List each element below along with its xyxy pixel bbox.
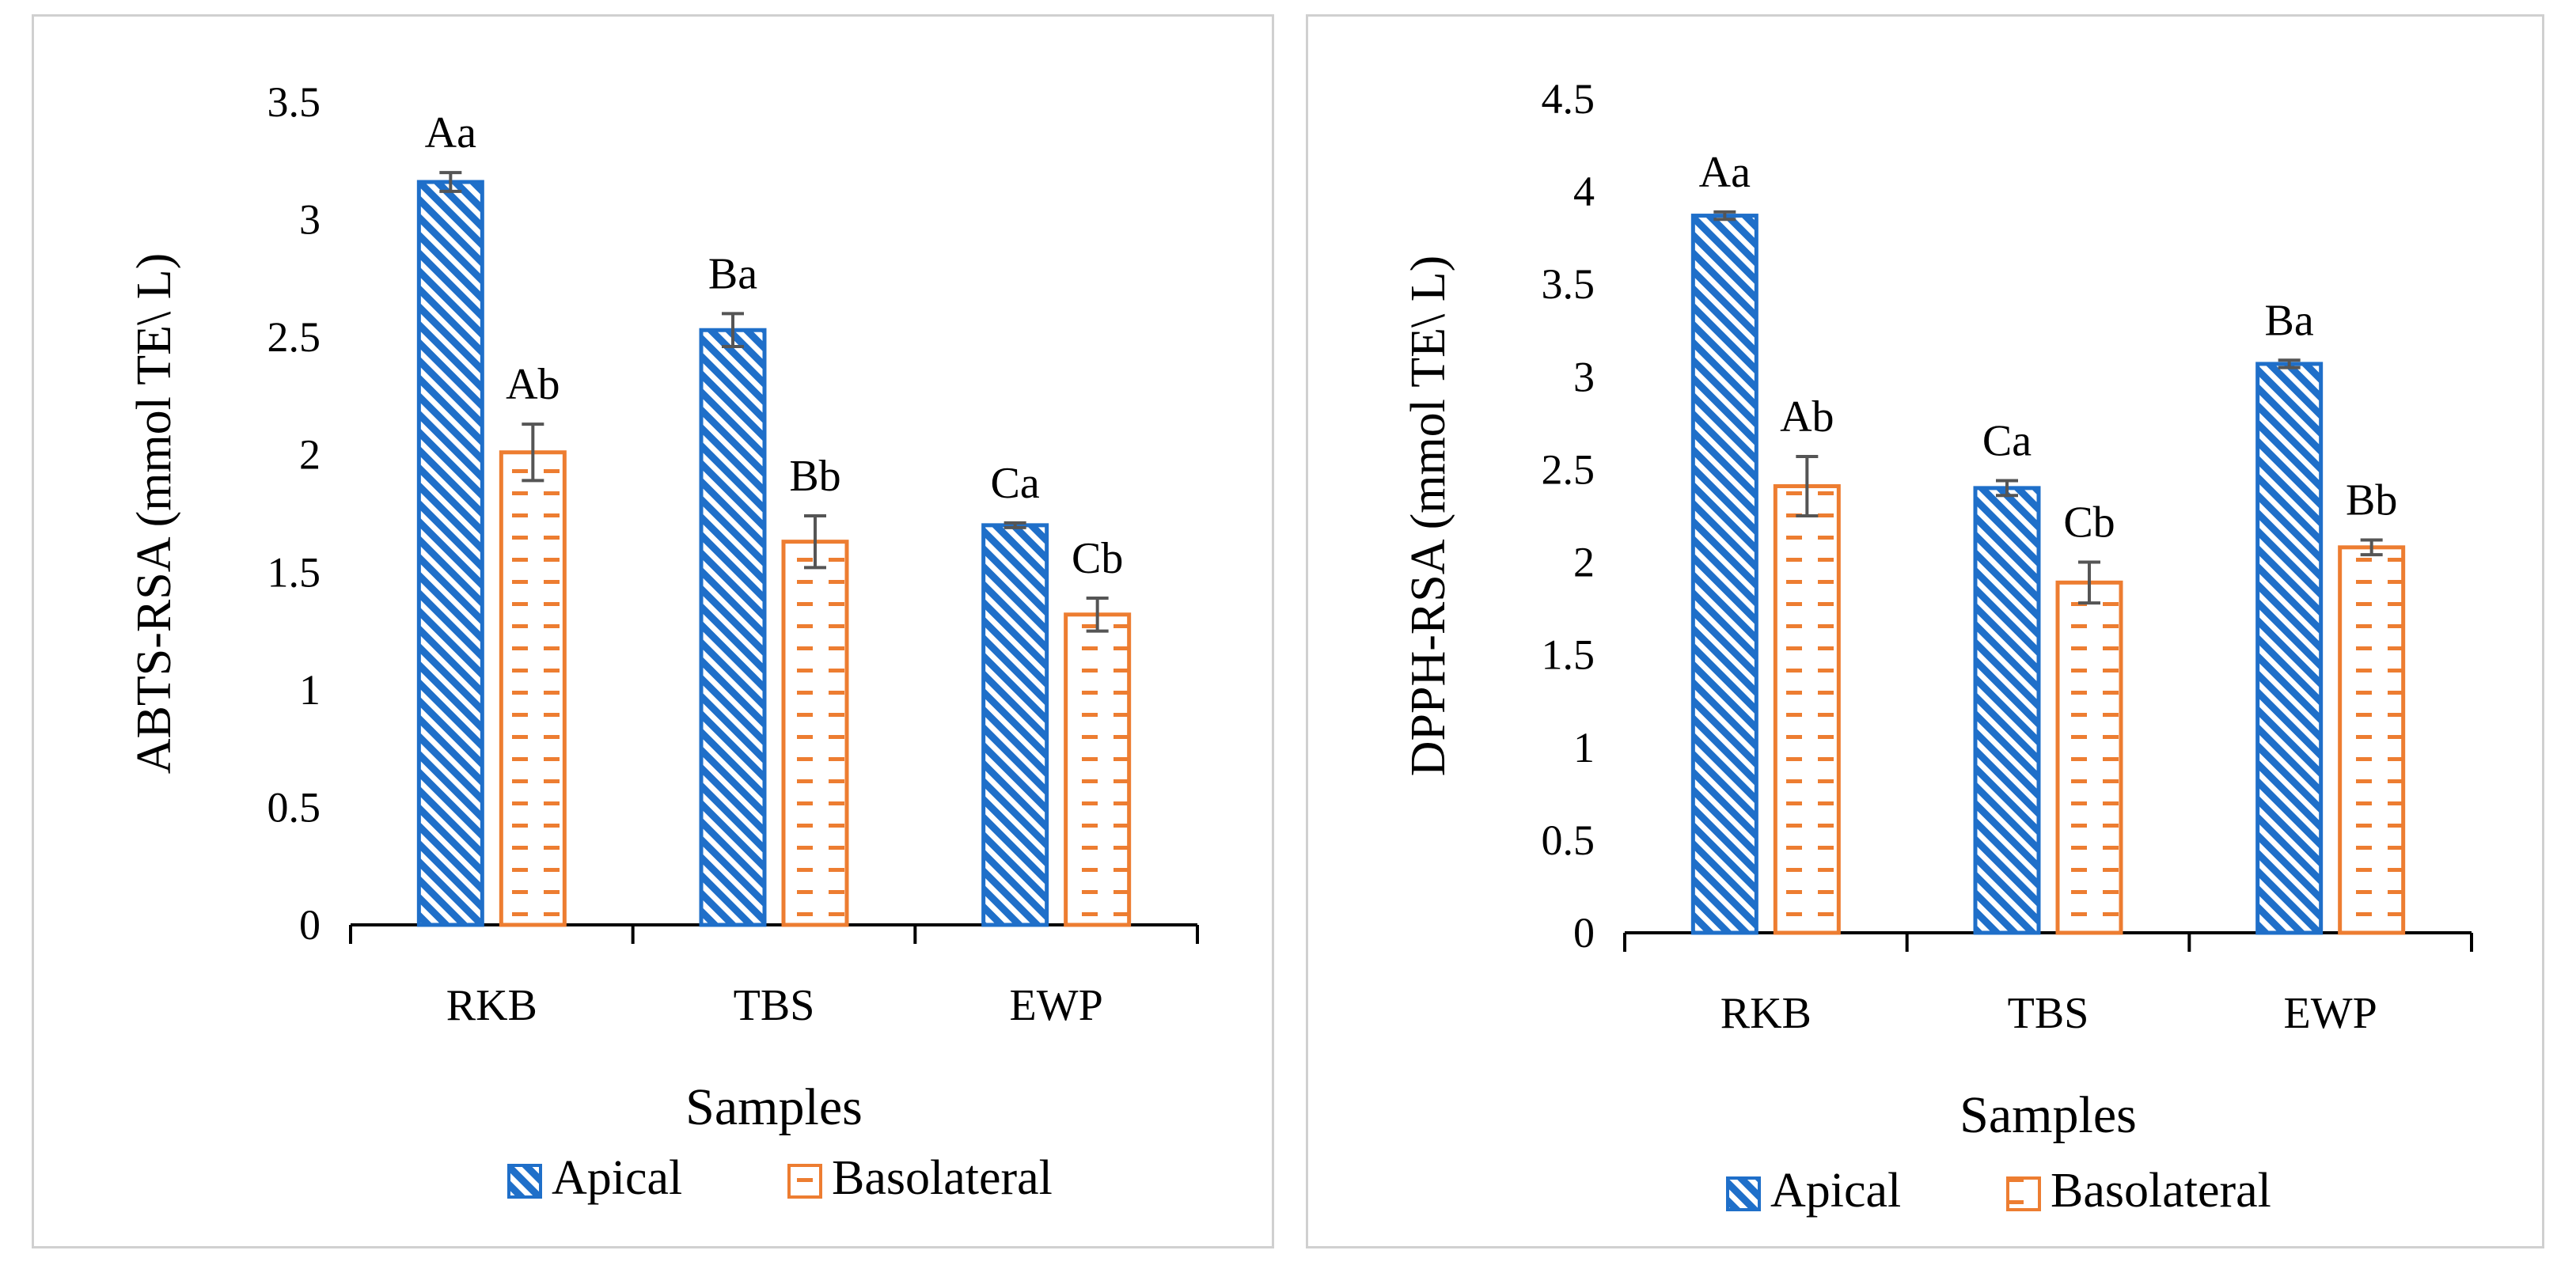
significance-label: Aa: [1699, 148, 1751, 197]
legend-swatch-basolateral: [787, 1164, 822, 1199]
y-tick-label: 2.5: [1542, 445, 1595, 493]
y-tick-label: 0: [1573, 909, 1595, 957]
dpph-chart-panel: 0 0.5 1 1.5 2 2.5 3 3.5 4 4.5 DPPH-RSA (mmol TE\ L…: [1306, 14, 2544, 1248]
x-tick-label: RKB: [446, 981, 537, 1030]
significance-label: Ba: [2265, 296, 2314, 345]
significance-label: Ba: [708, 249, 757, 298]
y-tick-label: 4.5: [1542, 75, 1595, 123]
significance-label: Bb: [789, 452, 840, 501]
bar-apical-rkb: [1690, 214, 1758, 935]
significance-label: Cb: [2063, 498, 2115, 547]
y-axis-title: DPPH-RSA (mmol TE\ L): [1402, 256, 1455, 777]
y-tick-label: 2: [1573, 539, 1595, 586]
x-tick-label: EWP: [1010, 981, 1103, 1030]
y-tick-label: 3: [299, 196, 321, 244]
x-tick-label: EWP: [2284, 989, 2377, 1038]
significance-label: Ca: [1982, 416, 2032, 465]
bar-apical-ewp: [2255, 362, 2324, 935]
legend-swatch-apical: [507, 1164, 542, 1199]
significance-label: Ab: [506, 360, 560, 409]
significance-label: Cb: [1072, 534, 1123, 583]
x-axis-title: Samples: [1960, 1086, 2137, 1144]
bar-basolateral-rkb: [1773, 484, 1841, 935]
y-tick-label: 2.5: [267, 313, 321, 361]
bar-basolateral-tbs: [2055, 580, 2123, 935]
x-tick-label: TBS: [734, 981, 815, 1030]
x-tick-label: RKB: [1720, 989, 1812, 1038]
x-axis-title: Samples: [685, 1078, 863, 1136]
y-tick-label: 3: [1573, 353, 1595, 400]
bar-basolateral-ewp: [2338, 545, 2406, 935]
significance-label: Bb: [2346, 475, 2397, 525]
legend-swatch-apical: [1726, 1176, 1761, 1211]
bar-basolateral-rkb: [499, 450, 567, 927]
legend-swatch-basolateral: [2006, 1176, 2041, 1211]
legend-label-apical: Apical: [552, 1151, 682, 1205]
abts-bar-chart: 0 0.5 1 1.5 2 2.5 3 3.5 ABTS-RSA (mmol TE\ L) RKB…: [127, 78, 1199, 1205]
x-tick-label: TBS: [2008, 989, 2089, 1038]
y-tick-label: 0.5: [1542, 816, 1595, 864]
legend-label-basolateral: Basolateral: [832, 1151, 1053, 1205]
significance-label: Ca: [991, 459, 1040, 508]
y-tick-label: 3.5: [1542, 260, 1595, 308]
significance-label: Ab: [1780, 392, 1834, 441]
y-tick-label: 1: [299, 666, 321, 714]
y-tick-label: 0.5: [267, 783, 321, 831]
y-tick-label: 4: [1573, 168, 1595, 215]
y-tick-label: 3.5: [267, 78, 321, 126]
y-axis-title: ABTS-RSA (mmol TE\ L): [127, 253, 181, 775]
bar-apical-tbs: [699, 328, 767, 927]
y-tick-label: 1: [1573, 724, 1595, 771]
y-tick-label: 0: [299, 901, 321, 949]
bar-apical-tbs: [1973, 486, 2041, 935]
bar-apical-rkb: [416, 180, 484, 927]
significance-label: Aa: [425, 108, 476, 157]
y-tick-label: 2: [299, 431, 321, 479]
legend-label-apical: Apical: [1770, 1164, 1901, 1218]
bar-basolateral-tbs: [781, 540, 849, 927]
dpph-bar-chart: 0 0.5 1 1.5 2 2.5 3 3.5 4 4.5 DPPH-RSA (mmol TE\ L…: [1402, 75, 2473, 1218]
y-tick-label: 1.5: [267, 548, 321, 596]
bar-apical-ewp: [981, 523, 1049, 927]
abts-chart-panel: 0 0.5 1 1.5 2 2.5 3 3.5 ABTS-RSA (mmol TE\ L) RKB…: [32, 14, 1274, 1248]
legend-label-basolateral: Basolateral: [2051, 1164, 2271, 1218]
y-tick-label: 1.5: [1542, 631, 1595, 679]
bar-basolateral-ewp: [1064, 612, 1132, 927]
